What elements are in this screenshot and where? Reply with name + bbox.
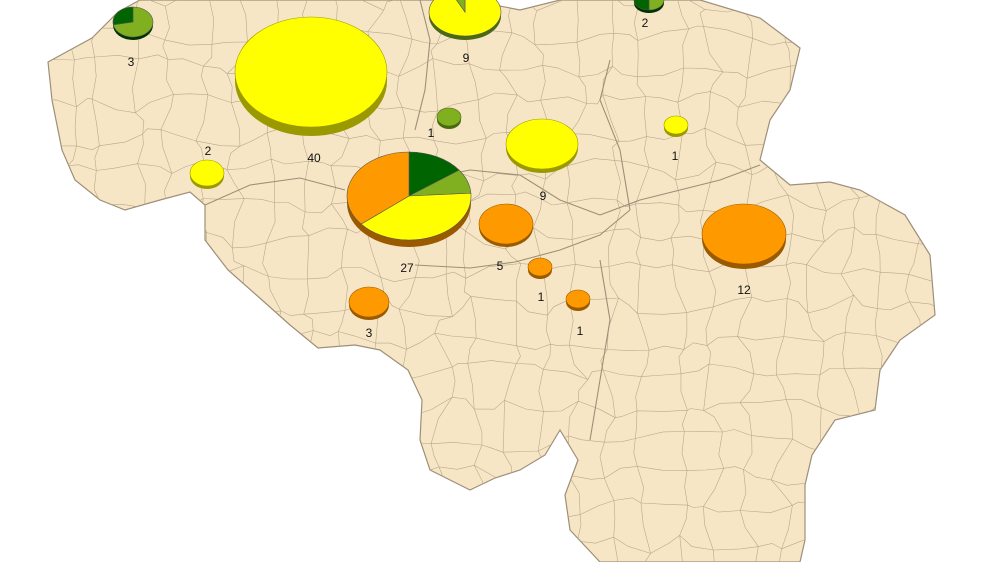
- pie-marker-m10[interactable]: [478, 203, 534, 247]
- pie-slice: [478, 203, 534, 245]
- pie-slice: [348, 286, 390, 318]
- count-label: 27: [400, 261, 414, 275]
- pie-slice: [633, 0, 650, 11]
- count-label: 12: [737, 283, 751, 297]
- count-label: 1: [538, 290, 545, 304]
- pie-marker-m12[interactable]: [527, 257, 553, 279]
- count-label: 3: [366, 326, 373, 340]
- count-label: 40: [307, 151, 321, 165]
- count-label: 1: [577, 324, 584, 338]
- pie-marker-m09[interactable]: [346, 151, 472, 247]
- pie-slice: [189, 159, 225, 187]
- pie-marker-m11[interactable]: [701, 203, 787, 269]
- pie-slice: [428, 0, 502, 37]
- pie-marker-m08[interactable]: [189, 159, 225, 189]
- pie-marker-m01[interactable]: [112, 6, 154, 40]
- count-label: 1: [672, 149, 679, 163]
- pie-marker-m06[interactable]: [505, 118, 579, 173]
- pie-marker-m05[interactable]: [436, 107, 462, 129]
- pie-marker-m03[interactable]: [428, 0, 502, 40]
- pie-slice: [408, 151, 460, 197]
- pie-slice: [436, 107, 462, 127]
- pie-slice: [112, 6, 134, 26]
- pie-slice: [505, 118, 579, 170]
- count-label: 1: [428, 126, 435, 140]
- pie-marker-m04[interactable]: [633, 0, 665, 13]
- pie-slice: [701, 203, 787, 265]
- pie-marker-m13[interactable]: [565, 289, 591, 311]
- country-land: [47, 0, 936, 562]
- pie-slice: [360, 192, 472, 241]
- pie-slice: [648, 0, 665, 11]
- pie-slice: [527, 257, 553, 277]
- pie-marker-m02[interactable]: [234, 16, 388, 136]
- count-label: 2: [642, 16, 649, 30]
- pie-slice: [456, 0, 466, 13]
- pie-marker-m07[interactable]: [663, 115, 689, 137]
- pie-slice: [346, 151, 410, 225]
- pie-slice: [234, 16, 388, 128]
- pie-slice: [565, 289, 591, 309]
- count-label: 2: [205, 144, 212, 158]
- pie-slice: [663, 115, 689, 135]
- count-label: 5: [497, 259, 504, 273]
- pie-marker-m14[interactable]: [348, 286, 390, 320]
- count-label: 9: [540, 189, 547, 203]
- count-label: 9: [463, 51, 470, 65]
- count-label: 3: [128, 55, 135, 69]
